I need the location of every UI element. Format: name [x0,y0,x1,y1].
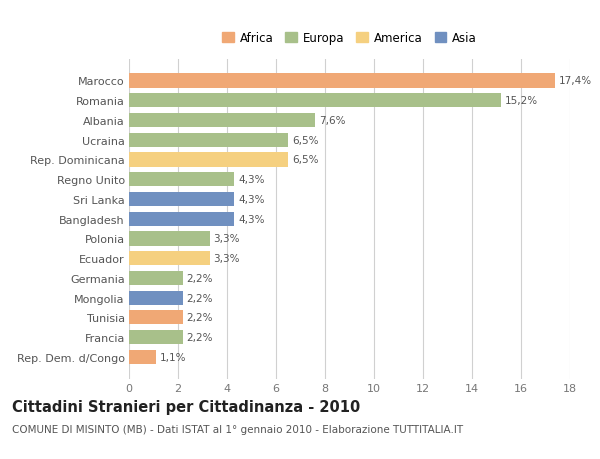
Text: 2,2%: 2,2% [187,313,213,323]
Text: 1,1%: 1,1% [160,352,186,362]
Bar [129,192,235,207]
Text: 3,3%: 3,3% [214,253,240,263]
Text: Cittadini Stranieri per Cittadinanza - 2010: Cittadini Stranieri per Cittadinanza - 2… [12,399,360,414]
Text: 4,3%: 4,3% [238,214,265,224]
Bar [129,252,210,266]
Text: 4,3%: 4,3% [238,175,265,185]
Text: 6,5%: 6,5% [292,155,319,165]
Text: 17,4%: 17,4% [559,76,592,86]
Text: 2,2%: 2,2% [187,332,213,342]
Bar [129,350,156,364]
Bar [129,232,210,246]
Bar [129,271,183,285]
Bar [129,311,183,325]
Bar [129,173,235,187]
Bar [129,212,235,226]
Bar [129,291,183,305]
Text: 3,3%: 3,3% [214,234,240,244]
Bar [129,94,502,108]
Bar [129,153,288,167]
Bar [129,330,183,344]
Text: 7,6%: 7,6% [319,116,346,126]
Text: 2,2%: 2,2% [187,273,213,283]
Legend: Africa, Europa, America, Asia: Africa, Europa, America, Asia [217,27,482,50]
Text: COMUNE DI MISINTO (MB) - Dati ISTAT al 1° gennaio 2010 - Elaborazione TUTTITALIA: COMUNE DI MISINTO (MB) - Dati ISTAT al 1… [12,425,463,435]
Text: 2,2%: 2,2% [187,293,213,303]
Text: 4,3%: 4,3% [238,195,265,204]
Text: 15,2%: 15,2% [505,96,538,106]
Bar [129,113,315,128]
Text: 6,5%: 6,5% [292,135,319,146]
Bar [129,133,288,147]
Bar [129,74,556,88]
